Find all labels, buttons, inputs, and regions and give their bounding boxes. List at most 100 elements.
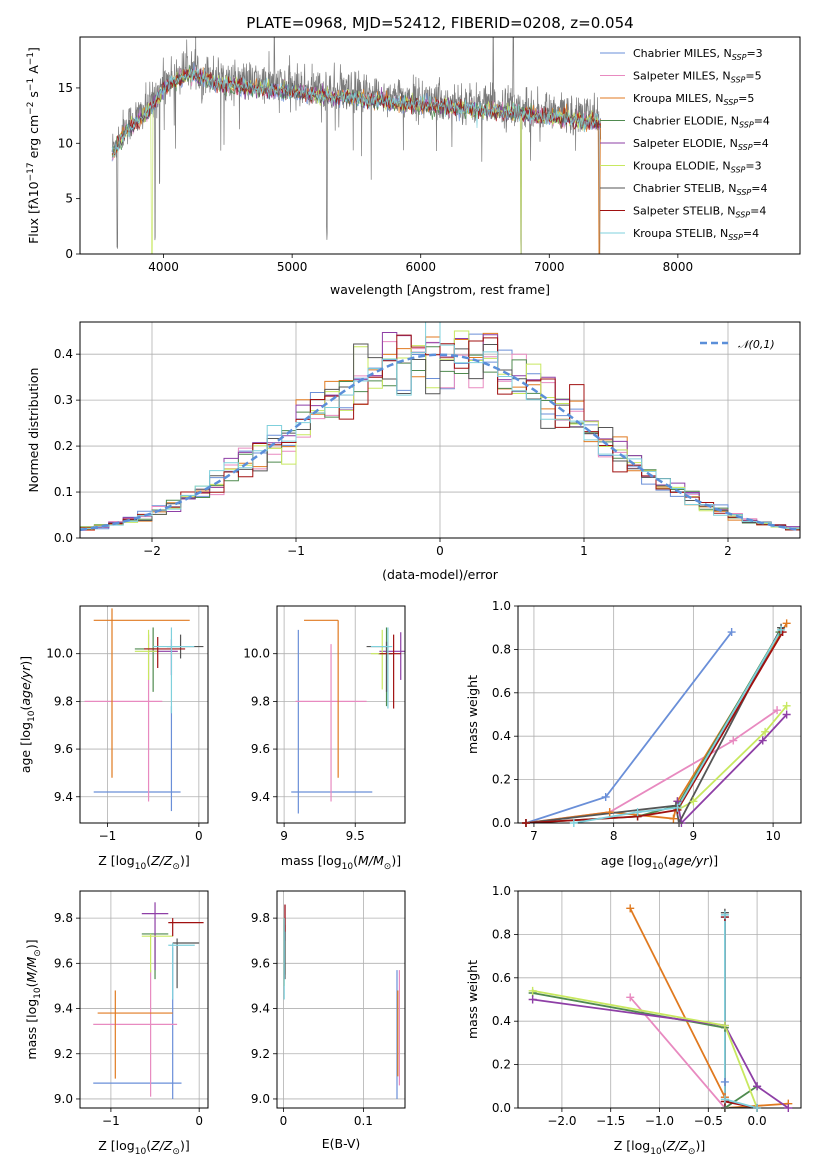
label-part: Z/Z — [150, 853, 173, 868]
label-part: Z/Z — [666, 1138, 689, 1153]
y-tick-label: 9.2 — [251, 1047, 270, 1061]
y-tick-label: 9.4 — [251, 1002, 270, 1016]
y-tick-label: 9.6 — [54, 742, 73, 756]
legend-label-sub: SSP — [737, 188, 752, 197]
axes-frame — [79, 321, 801, 539]
y-tick-label: 0.0 — [492, 816, 511, 830]
legend-label-main: Chabrier MILES, N — [633, 47, 732, 60]
x-axis-label: (data-model)/error — [382, 567, 499, 582]
y-tick-label: 9.6 — [251, 742, 270, 756]
label-part: −17 — [26, 162, 36, 181]
y-tick-label: 9.8 — [251, 911, 270, 925]
y-axis-label: Normed distribution — [26, 368, 41, 493]
label-part: 10 — [135, 1147, 147, 1157]
y-tick-label: 0.3 — [54, 393, 73, 407]
gaussian-curve — [80, 353, 800, 532]
y-tick-label: 10 — [58, 136, 73, 150]
y-tick-label: 0.6 — [492, 971, 511, 985]
y-tick-label: 9.4 — [54, 790, 73, 804]
legend-label: Chabrier MILES, NSSP=3 — [633, 47, 763, 62]
y-tick-label: 0.2 — [54, 439, 73, 453]
label-part: 10 — [27, 710, 37, 722]
y-tick-label: 0.8 — [492, 642, 511, 656]
model-spectrum-8 — [111, 68, 601, 157]
y-tick-label: 0 — [65, 247, 73, 261]
x-tick-label: 8 — [610, 829, 618, 843]
weight-marker-5 — [761, 727, 770, 736]
y-tick-label: 10.0 — [243, 647, 270, 661]
y-tick-label: 0.8 — [492, 927, 511, 941]
plot-area — [80, 606, 208, 823]
weight-marker-1 — [773, 706, 782, 715]
legend-label-sub: SSP — [739, 121, 754, 130]
label-part: ( — [146, 853, 151, 868]
x-tick-label: 0.0 — [748, 1114, 767, 1128]
axes-spectrum: 4000 5000 6000 7000 8000 0 5 10 15 Chabrier MILES… — [26, 36, 801, 297]
x-tick-label: 0 — [195, 1114, 203, 1128]
legend-label: Chabrier ELODIE, NSSP=4 — [633, 115, 770, 130]
label-part: M/M — [24, 956, 39, 982]
label-part: Z/Z — [150, 1138, 173, 1153]
y-tick-label: 15 — [58, 81, 73, 95]
legend-label-main: Salpeter STELIB, N — [633, 205, 735, 218]
label-part: A — [26, 65, 41, 78]
legend-label-sub: SSP — [735, 211, 750, 220]
weight-marker-8 — [720, 910, 729, 919]
axes-frame — [79, 605, 209, 824]
weight-line-4 — [676, 713, 788, 823]
label-part: )] — [391, 853, 401, 868]
label-part: mass [log — [281, 853, 342, 868]
legend-label-tail: =4 — [754, 115, 770, 128]
y-tick-label: 0.2 — [492, 773, 511, 787]
legend-label: Kroupa STELIB, NSSP=4 — [633, 227, 759, 242]
weight-marker-4 — [784, 1104, 793, 1112]
axes-mass-vs-EBV: 0 0.1 9.0 9.2 9.4 9.6 9.8 E(B-V) — [251, 890, 406, 1151]
legend-label-sub: SSP — [738, 143, 753, 152]
axes-frame — [517, 890, 802, 1109]
weight-marker-0 — [601, 792, 610, 801]
label-part: 10 — [342, 862, 354, 872]
label-part: ( — [146, 1138, 151, 1153]
x-tick-label: 7 — [530, 829, 538, 843]
label-part: Z [log — [614, 1138, 650, 1153]
x-axis-label: mass [log10(M/M⊙)] — [281, 853, 401, 872]
x-tick-label: 9 — [690, 829, 698, 843]
label-part: )] — [695, 1138, 705, 1153]
plot-area — [111, 37, 602, 254]
x-tick-label: 2 — [724, 544, 732, 558]
y-axis-label: mass weight — [465, 960, 480, 1039]
x-tick-label: 4000 — [148, 260, 179, 274]
label-part: )] — [24, 939, 39, 949]
weight-line-7 — [525, 631, 784, 823]
x-axis-label: wavelength [Angstrom, rest frame] — [330, 282, 550, 297]
legend-label-sub: SSP — [731, 76, 746, 85]
label-part: )] — [180, 853, 190, 868]
y-tick-label: 0.0 — [54, 531, 73, 545]
legend-label: 𝒩(0,1) — [738, 338, 775, 351]
legend-label-tail: =4 — [750, 205, 766, 218]
label-part: ( — [662, 1138, 667, 1153]
weight-line-5 — [532, 989, 758, 1108]
x-axis-label: age [log10(age/yr)] — [601, 853, 718, 872]
plot-area — [277, 606, 405, 823]
y-axis-label: age [log10(age/yr)] — [18, 656, 37, 773]
axes-frame — [79, 36, 801, 255]
y-tick-label: 9.0 — [54, 1092, 73, 1106]
legend-label-sub: SSP — [723, 98, 738, 107]
legend-label-tail: =5 — [738, 92, 754, 105]
y-tick-label: 9.2 — [54, 1047, 73, 1061]
x-tick-label: −1 — [287, 544, 305, 558]
label-part: )] — [180, 1138, 190, 1153]
legend-label: Salpeter ELODIE, NSSP=4 — [633, 137, 769, 152]
label-part: ⊙ — [384, 862, 392, 872]
label-part: M/M — [358, 853, 384, 868]
x-axis-label: Z [log10(Z/Z⊙)] — [98, 1138, 189, 1157]
label-part: s — [26, 91, 41, 102]
legend-label-main: Kroupa MILES, N — [633, 92, 723, 105]
y-tick-label: 9.6 — [54, 956, 73, 970]
label-part: ( — [353, 853, 358, 868]
axes-mass-weight-vs-Z: −2.0 −1.5 −1.0 −0.5 0.0 0.0 0.2 0.4 0.6 0.8 1.0 Z [… — [465, 884, 802, 1157]
y-tick-label: 0.4 — [492, 1014, 511, 1028]
label-part: λ — [26, 197, 41, 205]
